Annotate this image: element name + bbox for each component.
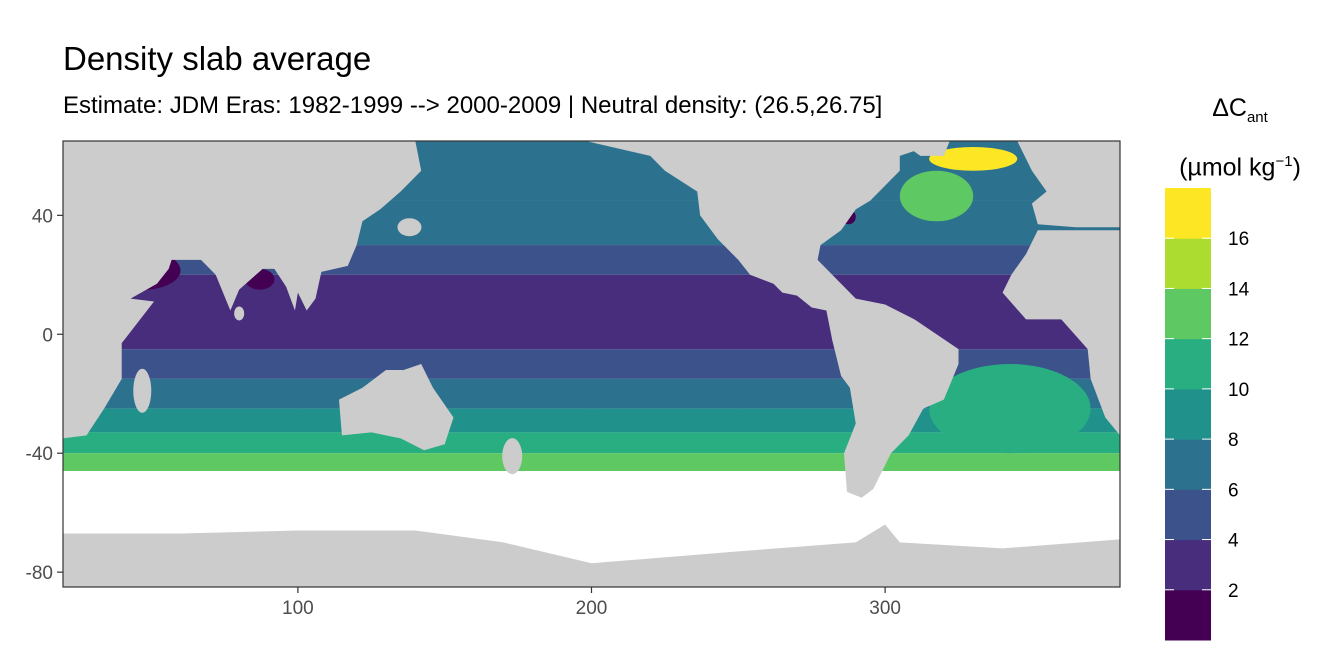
legend-break-label: 2 bbox=[1228, 581, 1239, 602]
landmass-africa-eurasia bbox=[63, 141, 422, 439]
legend-color-bin bbox=[1165, 589, 1211, 641]
legend-title: ΔCant (µmol kg−1) bbox=[1152, 86, 1328, 189]
ocean-field bbox=[63, 141, 1120, 472]
ocean-region-feature bbox=[929, 364, 1091, 454]
legend-title-symbol: ΔC bbox=[1212, 94, 1247, 122]
legend-color-bin bbox=[1165, 338, 1211, 390]
legend-break-label: 6 bbox=[1228, 480, 1239, 501]
chart-title: Density slab average bbox=[63, 40, 372, 77]
map-panel bbox=[63, 141, 1120, 587]
ocean-region-feature bbox=[899, 170, 974, 222]
y-tick-label: 40 bbox=[32, 206, 53, 227]
x-tick-label: 100 bbox=[282, 598, 314, 619]
legend-title-superscript: −1 bbox=[1275, 153, 1293, 170]
y-tick-label: -80 bbox=[26, 563, 53, 584]
landmass-greenland bbox=[899, 141, 950, 156]
landmass-new-zealand bbox=[502, 438, 523, 475]
landmass-europe bbox=[1017, 141, 1120, 228]
landmass-japan bbox=[397, 218, 422, 237]
legend-break-label: 16 bbox=[1228, 229, 1249, 250]
legend-color-bin bbox=[1165, 539, 1211, 591]
x-tick-label: 200 bbox=[576, 598, 608, 619]
y-tick-label: 0 bbox=[42, 325, 53, 346]
landmass-americas bbox=[585, 141, 959, 498]
legend-break-label: 4 bbox=[1228, 531, 1239, 552]
legend-title-unit-close: ) bbox=[1292, 153, 1301, 182]
legend-break-label: 12 bbox=[1228, 330, 1249, 351]
legend-title-subscript: ant bbox=[1246, 109, 1268, 126]
legend-color-bin bbox=[1165, 238, 1211, 289]
landmass-madagascar bbox=[133, 368, 152, 413]
legend-color-bin bbox=[1165, 188, 1211, 239]
legend-color-bin bbox=[1165, 439, 1211, 490]
ocean-band bbox=[63, 453, 1120, 472]
legend-break-label: 8 bbox=[1228, 430, 1239, 451]
legend-color-bin bbox=[1165, 288, 1211, 340]
legend-color-bin bbox=[1165, 388, 1211, 440]
ocean-region-feature bbox=[929, 146, 1018, 171]
landmass-australia bbox=[338, 364, 454, 451]
x-tick-label: 300 bbox=[869, 598, 901, 619]
y-tick-label: -40 bbox=[26, 444, 53, 465]
landmass-antarctica bbox=[63, 524, 1120, 587]
legend-title-unit: (µmol kg bbox=[1179, 153, 1276, 182]
chart-subtitle: Estimate: JDM Eras: 1982-1999 --> 2000-2… bbox=[63, 92, 883, 119]
color-legend: 2 4 6 8 10 12 14 16 bbox=[1165, 188, 1250, 641]
landmass-sri-lanka bbox=[234, 306, 245, 321]
land-mask bbox=[63, 141, 1120, 587]
legend-color-bin bbox=[1165, 489, 1211, 541]
legend-break-label: 10 bbox=[1228, 380, 1249, 401]
landmass-africa-east bbox=[1002, 230, 1120, 436]
legend-break-label: 14 bbox=[1228, 279, 1250, 300]
